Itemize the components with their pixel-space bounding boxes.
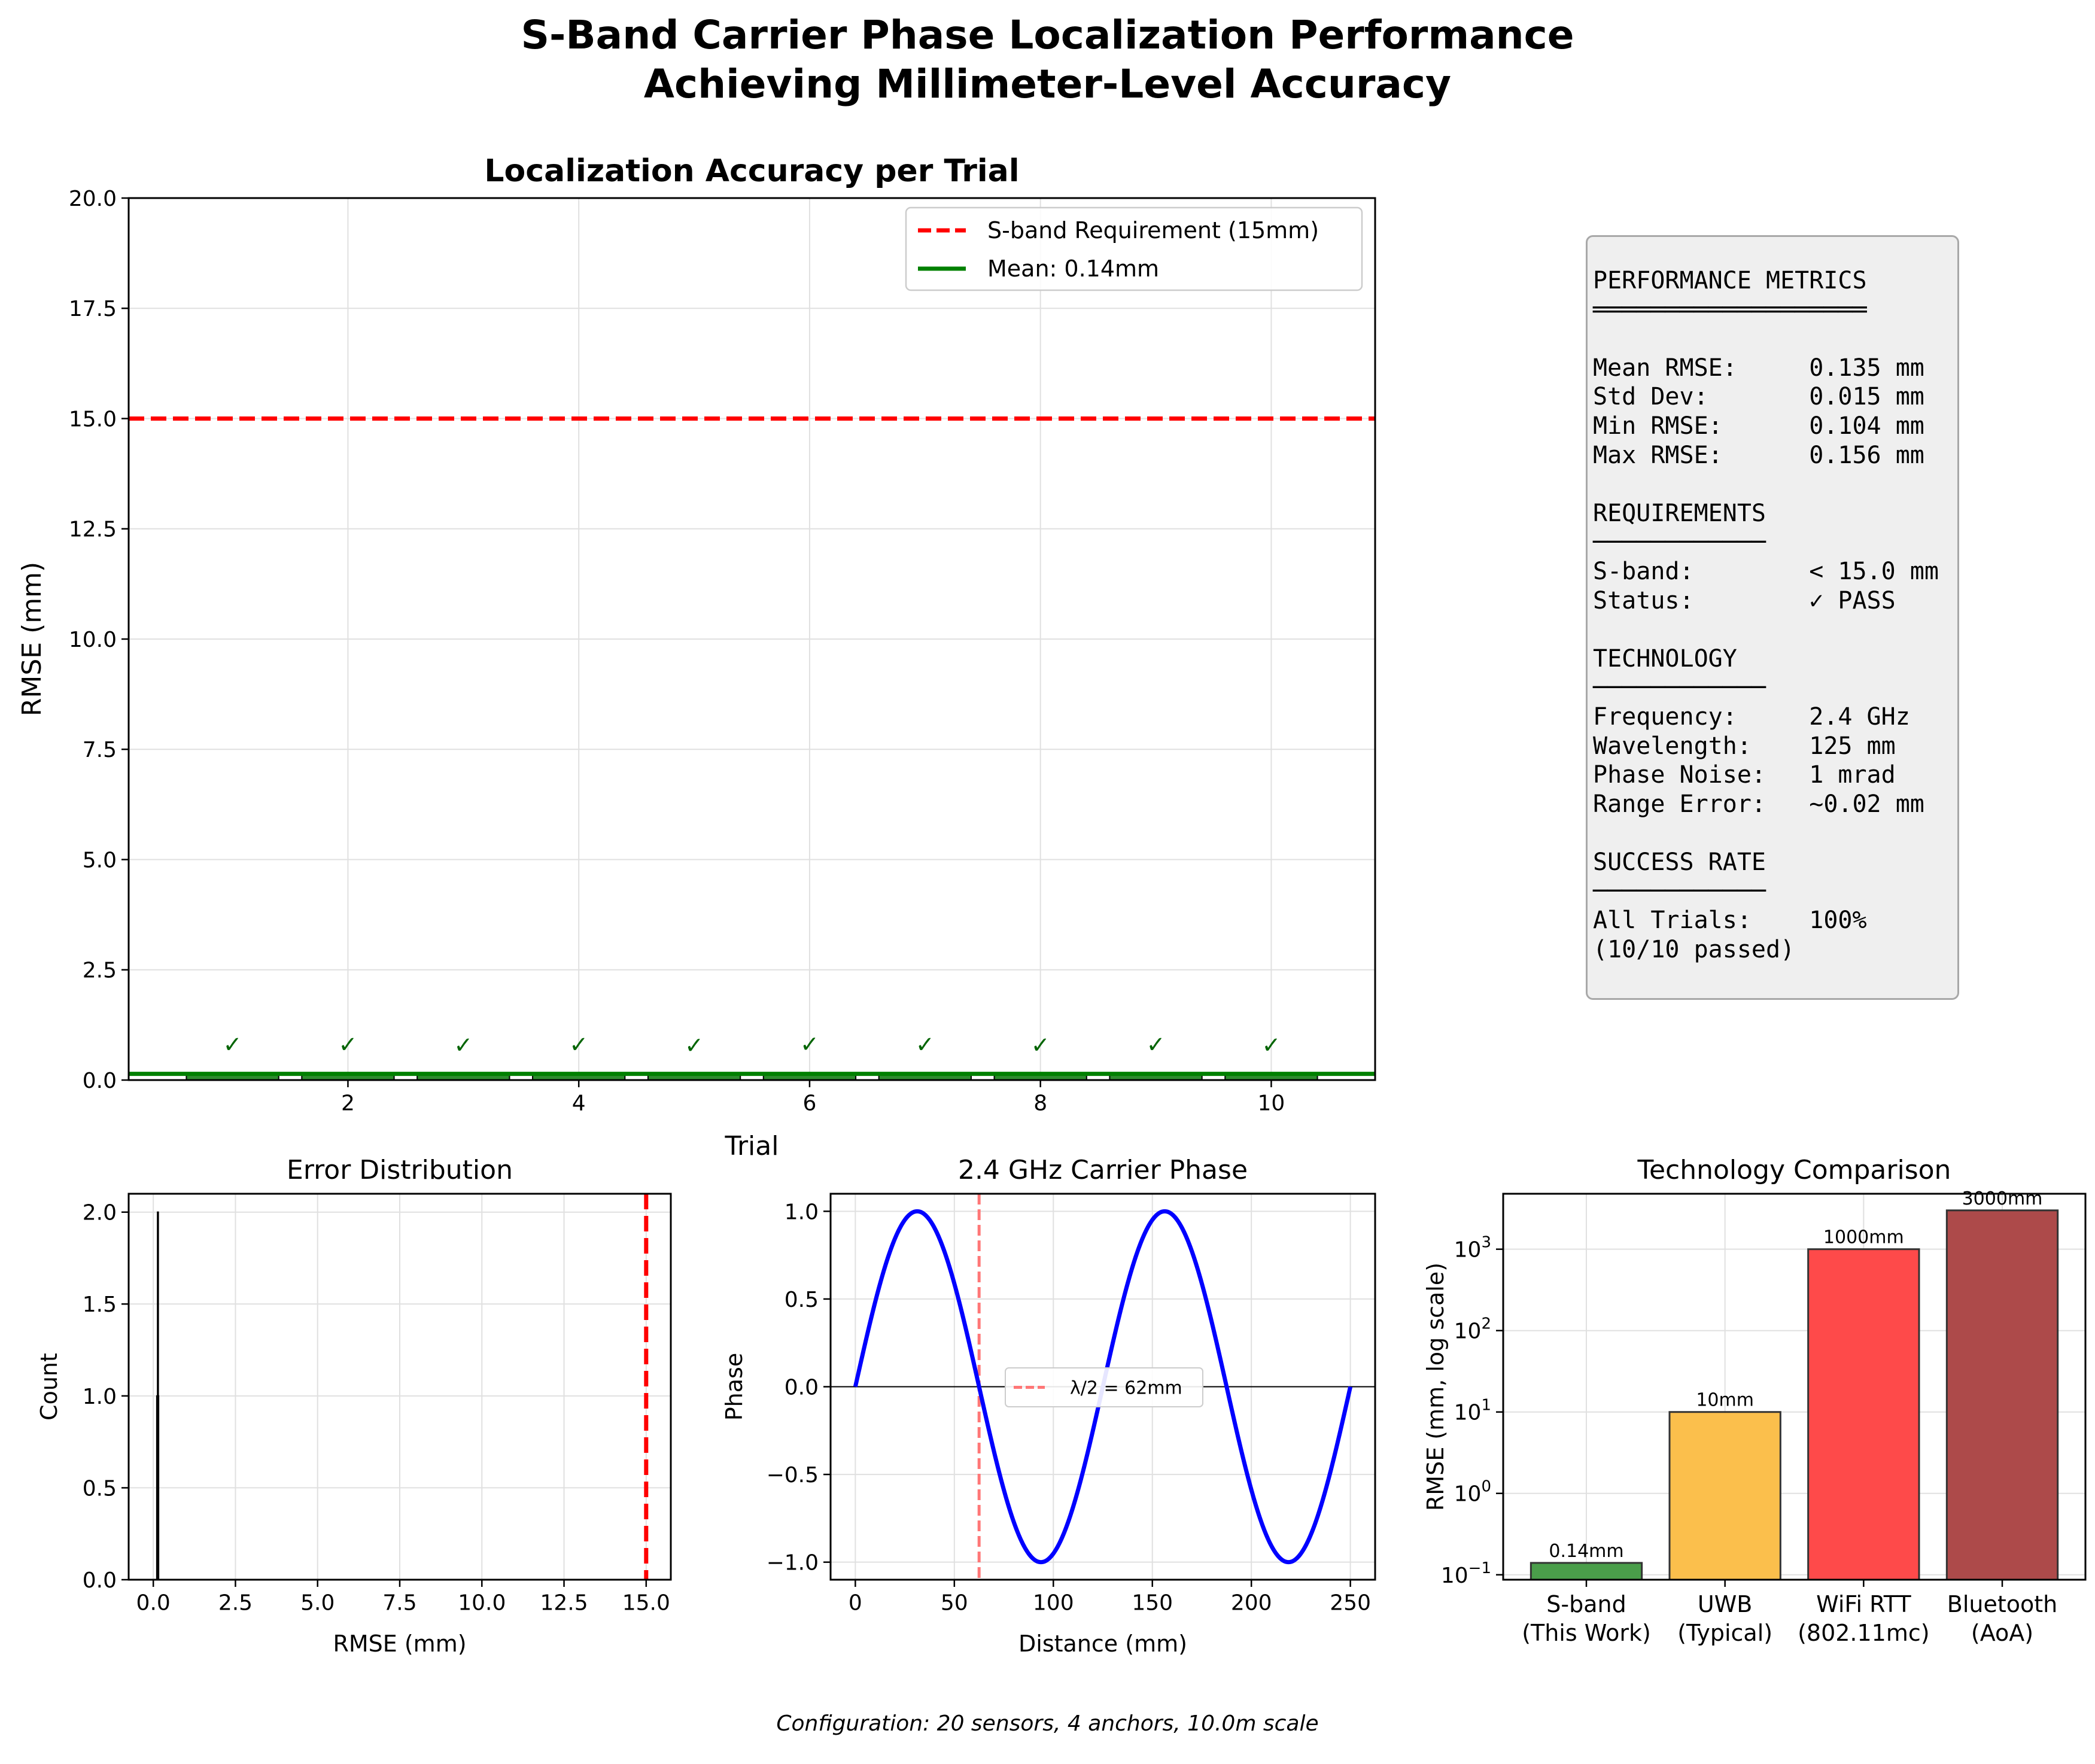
tech-y-tick-label: 10−1: [1441, 1559, 1491, 1588]
performance-metrics-panel: [1586, 235, 1959, 1000]
technology-detail-label: (AoA): [1971, 1620, 2033, 1646]
phase-legend-label: λ/2 = 62mm: [1070, 1378, 1182, 1399]
phase-y-tick-label: 0.0: [785, 1375, 819, 1400]
hist-y-tick-label: 1.0: [83, 1385, 117, 1409]
hist-y-tick-label: 2.0: [83, 1201, 117, 1225]
phase-x-tick-label: 50: [941, 1591, 968, 1616]
trial-x-axis-label: Trial: [725, 1131, 779, 1161]
tech-axes-frame: [1502, 1193, 2087, 1581]
trial-x-tick-label: 6: [802, 1091, 816, 1116]
phase-y-tick-label: −1.0: [767, 1551, 819, 1576]
trial-legend-box: [905, 206, 1363, 291]
trial-y-axis-label: RMSE (mm): [17, 562, 47, 716]
trial-y-tick-label: 2.5: [83, 959, 117, 983]
phase-x-tick-label: 100: [1033, 1591, 1074, 1616]
tech-y-tick-label: 102: [1454, 1315, 1491, 1344]
hist-y-tick-label: 1.5: [83, 1292, 117, 1317]
hist-x-tick-label: 12.5: [540, 1591, 588, 1616]
technology-detail-label: (Typical): [1677, 1620, 1772, 1646]
technology-name-label: Bluetooth: [1947, 1591, 2057, 1617]
phase-y-tick-label: −0.5: [767, 1463, 819, 1488]
hist-x-tick-label: 2.5: [218, 1591, 253, 1616]
phase-x-tick-label: 250: [1330, 1591, 1371, 1616]
hist-x-tick-label: 15.0: [622, 1591, 670, 1616]
trial-chart-title: Localization Accuracy per Trial: [484, 153, 1019, 189]
trial-x-tick-label: 10: [1258, 1091, 1285, 1116]
phase-y-tick-label: 1.0: [785, 1200, 819, 1224]
trial-check-mark: ✓: [685, 1032, 704, 1059]
hist-x-tick-label: 0.0: [136, 1591, 171, 1616]
hist-y-axis-label: Count: [36, 1353, 62, 1421]
hist-x-axis-label: RMSE (mm): [333, 1631, 466, 1657]
phase-legend-box: [1005, 1367, 1203, 1407]
figure-title: S-Band Carrier Phase Localization Perfor…: [0, 11, 2095, 109]
trial-y-tick-label: 0.0: [83, 1069, 117, 1093]
trial-check-mark: ✓: [1261, 1032, 1281, 1058]
phase-chart-title: 2.4 GHz Carrier Phase: [958, 1155, 1248, 1185]
trial-check-mark: ✓: [569, 1032, 588, 1058]
technology-bar-value-label: 1000mm: [1823, 1227, 1904, 1248]
technology-bar: [1668, 1411, 1781, 1581]
hist-x-tick-label: 7.5: [382, 1591, 416, 1616]
technology-bar: [1530, 1562, 1643, 1581]
tech-y-axis-label: RMSE (mm, log scale): [1422, 1263, 1449, 1511]
performance-metrics-text: PERFORMANCE METRICS ═══════════════════ …: [1593, 267, 1939, 963]
hist-y-tick-label: 0.5: [83, 1476, 117, 1501]
trial-check-mark: ✓: [223, 1032, 242, 1058]
technology-detail-label: (This Work): [1522, 1620, 1651, 1646]
trial-y-tick-label: 5.0: [83, 848, 117, 872]
legend-requirement-label: S-band Requirement (15mm): [987, 217, 1319, 244]
trial-check-mark: ✓: [1031, 1032, 1050, 1058]
trial-x-tick-label: 8: [1033, 1091, 1047, 1116]
histogram-bar: [157, 1395, 160, 1581]
configuration-note: Configuration: 20 sensors, 4 anchors, 10…: [776, 1711, 1319, 1736]
figure-title-line-2: Achieving Millimeter-Level Accuracy: [643, 61, 1452, 107]
tech-chart-title: Technology Comparison: [1637, 1155, 1951, 1185]
phase-y-tick-label: 0.5: [785, 1288, 819, 1312]
trial-x-tick-label: 2: [341, 1091, 355, 1116]
phase-x-tick-label: 0: [849, 1591, 862, 1616]
phase-x-tick-label: 200: [1231, 1591, 1272, 1616]
trial-check-mark: ✓: [916, 1032, 935, 1058]
technology-name-label: UWB: [1698, 1591, 1752, 1617]
technology-bar: [1945, 1209, 2059, 1581]
trial-y-tick-label: 12.5: [69, 518, 117, 542]
trial-y-tick-label: 15.0: [69, 407, 117, 431]
trial-y-tick-label: 10.0: [69, 628, 117, 652]
trial-y-tick-label: 7.5: [83, 738, 117, 762]
technology-bar-value-label: 3000mm: [1962, 1188, 2043, 1209]
tech-y-tick-label: 101: [1454, 1397, 1491, 1425]
technology-bar-value-label: 10mm: [1696, 1390, 1754, 1411]
trial-check-mark: ✓: [454, 1032, 473, 1058]
trial-check-mark: ✓: [339, 1032, 358, 1058]
phase-y-axis-label: Phase: [721, 1353, 747, 1421]
trial-x-tick-label: 4: [572, 1091, 586, 1116]
tech-y-tick-label: 103: [1454, 1234, 1491, 1263]
hist-chart-title: Error Distribution: [287, 1155, 513, 1185]
technology-bar-value-label: 0.14mm: [1549, 1541, 1623, 1562]
trial-check-mark: ✓: [800, 1031, 819, 1057]
technology-bar: [1807, 1248, 1920, 1581]
trial-y-tick-label: 17.5: [69, 297, 117, 321]
figure-title-line-1: S-Band Carrier Phase Localization Perfor…: [521, 12, 1574, 58]
technology-name-label: WiFi RTT: [1816, 1591, 1911, 1617]
legend-mean-label: Mean: 0.14mm: [987, 256, 1159, 282]
hist-y-tick-label: 0.0: [83, 1568, 117, 1593]
phase-x-tick-label: 150: [1132, 1591, 1173, 1616]
trial-y-tick-label: 20.0: [69, 187, 117, 211]
tech-y-tick-label: 100: [1454, 1478, 1491, 1507]
technology-name-label: S-band: [1546, 1591, 1626, 1617]
phase-x-axis-label: Distance (mm): [1018, 1631, 1187, 1657]
hist-x-tick-label: 10.0: [458, 1591, 506, 1616]
technology-detail-label: (802.11mc): [1798, 1620, 1930, 1646]
hist-x-tick-label: 5.0: [300, 1591, 335, 1616]
trial-check-mark: ✓: [1147, 1032, 1166, 1058]
